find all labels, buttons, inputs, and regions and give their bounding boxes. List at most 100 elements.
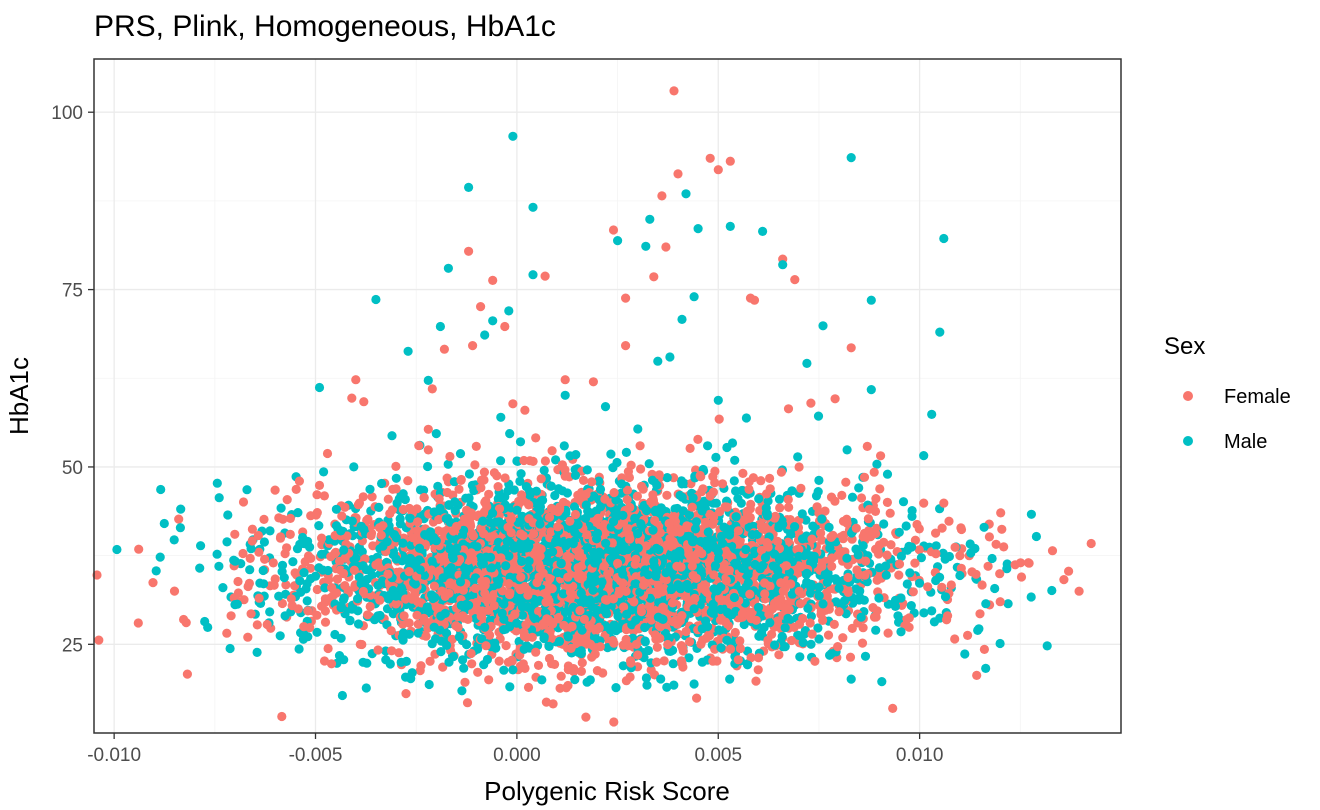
point-female <box>386 626 396 636</box>
point-male <box>733 494 743 504</box>
point-female <box>650 515 660 526</box>
point-male <box>1026 509 1036 519</box>
point-female <box>858 532 868 542</box>
point-male <box>747 530 757 540</box>
point-female <box>414 441 424 451</box>
point-male <box>798 638 808 648</box>
point-female <box>451 621 461 631</box>
point-male <box>396 583 407 593</box>
point-male <box>515 476 525 486</box>
point-female <box>270 485 280 495</box>
point-male <box>677 492 687 502</box>
point-male <box>461 567 471 577</box>
point-female <box>542 614 552 624</box>
point-female <box>239 595 249 605</box>
point-female <box>823 630 834 640</box>
point-female <box>600 494 610 504</box>
point-male <box>919 608 929 618</box>
point-male <box>295 576 305 586</box>
point-male <box>684 653 694 663</box>
point-female <box>179 614 189 625</box>
point-female <box>536 474 546 484</box>
point-female <box>950 542 960 552</box>
point-male <box>454 632 464 642</box>
point-male <box>826 649 836 659</box>
point-female <box>868 603 878 613</box>
point-female <box>342 531 352 541</box>
point-female <box>663 639 673 650</box>
point-female <box>847 623 857 634</box>
point-female <box>466 548 476 558</box>
point-male <box>774 494 785 504</box>
point-female <box>447 634 457 644</box>
point-female <box>773 536 783 547</box>
point-female <box>593 513 603 523</box>
point-female <box>247 536 257 546</box>
point-male <box>831 574 841 584</box>
point-male <box>443 566 453 576</box>
point-female <box>312 610 322 620</box>
point-female <box>394 648 404 658</box>
point-male <box>1042 641 1052 651</box>
point-female <box>931 528 941 538</box>
point-female <box>391 461 401 471</box>
point-female <box>349 565 359 575</box>
point-female <box>412 504 422 514</box>
point-male <box>754 494 764 504</box>
point-male <box>415 485 426 495</box>
point-female <box>776 578 786 588</box>
point-female <box>373 645 383 655</box>
point-male <box>905 568 915 578</box>
point-male <box>175 523 185 533</box>
point-female <box>794 586 804 596</box>
point-female <box>624 534 635 544</box>
point-female <box>233 576 243 587</box>
point-female <box>462 698 473 708</box>
point-female <box>817 561 827 571</box>
point-male <box>940 592 951 602</box>
point-female <box>174 514 184 524</box>
point-female <box>503 522 513 532</box>
point-female <box>358 492 368 502</box>
point-female <box>404 567 414 577</box>
point-female <box>576 666 587 677</box>
point-female <box>759 578 770 588</box>
point-male <box>388 609 398 619</box>
point-female <box>438 662 448 672</box>
point-female <box>609 488 619 498</box>
point-female <box>489 600 499 611</box>
point-male <box>296 587 306 597</box>
point-male <box>730 455 740 465</box>
point-male <box>381 655 391 665</box>
point-female <box>434 494 444 504</box>
point-male <box>312 627 322 637</box>
point-male <box>276 503 286 513</box>
point-male <box>716 643 726 653</box>
point-female <box>837 490 847 500</box>
point-male <box>896 627 906 637</box>
data-points <box>92 86 1096 727</box>
point-female <box>477 475 487 485</box>
point-female <box>871 612 881 622</box>
point-male <box>112 544 122 555</box>
point-male <box>872 459 882 469</box>
point-female <box>587 477 597 487</box>
point-male <box>544 556 554 567</box>
point-male <box>334 651 345 661</box>
point-male <box>295 539 305 549</box>
point-female <box>912 519 922 530</box>
point-female <box>425 656 435 666</box>
point-female <box>340 502 350 512</box>
point-male <box>927 606 937 616</box>
point-female <box>745 589 755 599</box>
point-male <box>537 675 547 685</box>
point-female <box>460 677 470 687</box>
point-female <box>317 533 327 543</box>
point-female <box>363 514 373 524</box>
point-female <box>326 659 337 669</box>
point-female <box>781 561 792 571</box>
point-male <box>302 596 312 606</box>
point-female <box>540 456 551 466</box>
point-male <box>151 566 161 576</box>
point-female <box>419 492 429 503</box>
